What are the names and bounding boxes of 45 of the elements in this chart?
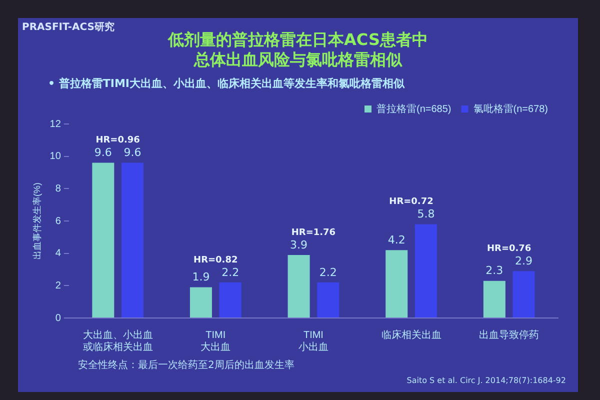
text: PRASFIT-ACS研究 (22, 20, 114, 34)
annotation: HR=0.72 (389, 197, 434, 208)
bar (483, 280, 506, 318)
annotation: HR=0.76 (486, 244, 532, 254)
data-label: 2.2 (319, 266, 337, 279)
bar (190, 287, 212, 318)
x-tick-label: 临床相关出血 (381, 328, 442, 341)
x-tick-label: TIMI小出血 (298, 330, 328, 353)
y-axis-title: 出血事件发生率(%) (32, 182, 42, 260)
legend-label: 普拉格雷(n=685) (376, 102, 452, 115)
data-label: 3.9 (290, 238, 308, 252)
bar (288, 254, 310, 318)
data-label: 4.2 (388, 233, 406, 246)
data-label: 9.6 (124, 146, 142, 160)
data-label: 2.2 (222, 266, 240, 279)
y-tick-label: 2 (55, 280, 62, 292)
data-label: 2.9 (515, 254, 533, 268)
bar (122, 162, 144, 318)
x-tick-label: 大出血、小出血或临床相关出血 (82, 328, 153, 353)
bar (386, 250, 408, 318)
x-tick-label: TIMI大出血 (200, 330, 231, 353)
data-label: 5.8 (417, 208, 435, 221)
y-tick-label: 12 (50, 118, 62, 130)
bar (512, 271, 535, 318)
data-label: 1.9 (192, 270, 210, 284)
text: 安全性终点：最后一次给药至2周后的出血发生率 (78, 358, 294, 372)
data-label: 9.6 (94, 146, 112, 160)
data-label: 2.3 (486, 264, 504, 278)
annotation: HR=1.76 (291, 228, 336, 238)
bar (317, 282, 340, 318)
y-tick-label: 0 (55, 312, 62, 324)
annotation: HR=0.82 (194, 255, 238, 266)
chart-title: 低剂量的普拉格雷在日本ACS患者中总体出血风险与氯吡格雷相似 (166, 30, 429, 70)
x-tick-label: 出血导致停药 (479, 328, 540, 341)
legend-label: 氯吡格雷(n=678) (473, 102, 548, 115)
y-tick-label: 4 (55, 248, 62, 260)
bar (92, 162, 114, 318)
chart-subtitle: • 普拉格雷TIMI大出血、小出血、临床相关出血等发生率和氯吡格雷相似 (48, 76, 404, 91)
y-tick-label: 6 (55, 216, 62, 227)
bar (219, 282, 242, 318)
y-tick-label: 8 (55, 183, 62, 194)
annotation: HR=0.96 (96, 136, 140, 146)
text: Saito S et al. Circ J. 2014;78(7):1684-92 (406, 376, 566, 385)
y-tick-label: 10 (50, 151, 62, 162)
bar (414, 224, 437, 318)
